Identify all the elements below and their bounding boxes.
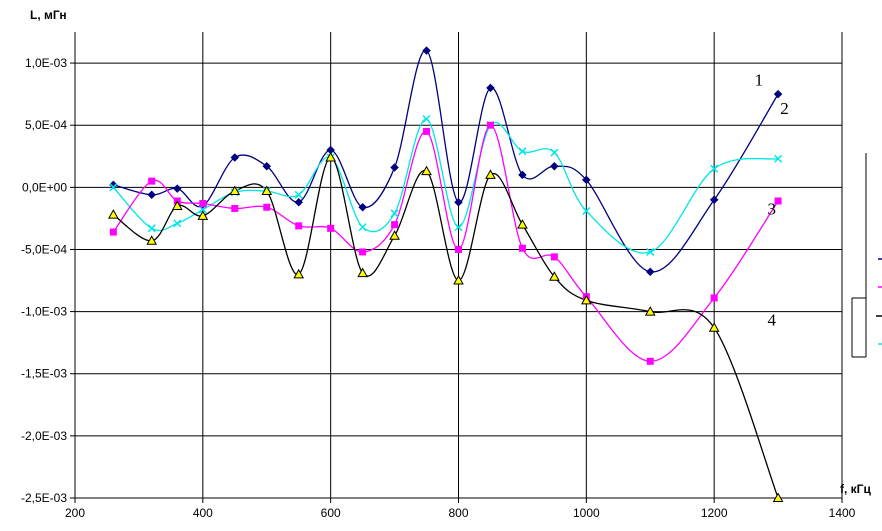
series-4-point [644, 306, 656, 316]
series-1-point [709, 195, 719, 205]
series-4-point [485, 169, 496, 179]
series-2-point [198, 205, 207, 214]
series-1-point [486, 83, 495, 93]
series-1-point [773, 89, 783, 99]
series-2-point [774, 154, 783, 163]
x-tick-label: 400 [193, 506, 213, 520]
curve-label-4: 4 [767, 310, 776, 329]
series-4-point [708, 322, 720, 332]
series-4-point [772, 492, 784, 502]
series-4-point [389, 230, 400, 240]
series-4-point [293, 268, 305, 279]
series-1-point [422, 46, 431, 55]
series-3-point [550, 253, 558, 261]
series-2-point [422, 114, 431, 124]
x-tick-labels: 200 400 600 800 1000 1200 1400 [65, 506, 856, 520]
series-4-point [229, 185, 241, 196]
series-2-point [147, 224, 156, 233]
y-tick-label: -5,0E-04 [21, 242, 67, 256]
series-4-point [549, 271, 560, 281]
series-1-point [147, 190, 157, 200]
series-2-point [173, 219, 182, 228]
series-2-point [358, 223, 367, 232]
series-2-point [390, 209, 399, 218]
curve-label-3: 3 [767, 200, 776, 219]
series-3-point [518, 244, 526, 252]
x-tick-label: 1200 [701, 506, 728, 520]
series-4-point [580, 294, 592, 305]
series-4-point [325, 151, 337, 162]
series-3-point [327, 224, 335, 232]
series-4-point [453, 275, 464, 285]
series-3-point [359, 248, 367, 256]
y-tick-label: -2,0E-03 [21, 429, 67, 443]
y-tick-label: 1,0E-03 [25, 56, 67, 70]
series-3-point [774, 197, 782, 205]
series-3-point [295, 222, 303, 230]
series-2-point [518, 147, 527, 156]
y-tick-label: 5,0E-04 [25, 118, 67, 132]
y-tick-label: 0,0E+00 [22, 180, 67, 194]
series-2-point [550, 148, 559, 157]
series-4-point [107, 209, 119, 219]
series-2-point [582, 206, 591, 215]
y-tick-label: -1,0E-03 [21, 305, 67, 319]
series-2-point [646, 247, 655, 256]
markers-group [107, 46, 784, 502]
series-3-point [710, 294, 718, 302]
x-tick-label: 1000 [573, 506, 600, 520]
x-axis-label: f, кГц [840, 482, 871, 496]
series-4-point [197, 210, 209, 220]
curve-labels: 12 3 4 [755, 70, 789, 329]
series-1-point [550, 161, 559, 171]
series-3-point [148, 177, 156, 185]
legend-fragment [851, 153, 882, 358]
y-axis-label: L, мГн [30, 8, 67, 22]
x-tick-label: 1400 [829, 506, 856, 520]
series-4-point [171, 200, 183, 210]
x-tick-label: 800 [448, 506, 468, 520]
series-1-point [172, 184, 182, 193]
curve-label-2: 2 [780, 99, 789, 118]
series-1-point [262, 161, 272, 171]
series-1-point [581, 175, 591, 185]
curve-label-1: 1 [755, 70, 764, 89]
series-3-point [423, 127, 431, 135]
y-tick-label: -2,5E-03 [21, 491, 67, 505]
series-2-point [109, 183, 118, 192]
series-1-point [230, 153, 240, 162]
series-1-point [390, 163, 399, 172]
series-4-line [112, 156, 779, 499]
series-4-point [261, 185, 273, 196]
series-4-point [421, 165, 432, 176]
series-3-point [263, 203, 271, 211]
series-1-point [108, 180, 118, 190]
series-3-point [199, 199, 207, 207]
series-3-point [455, 245, 462, 253]
series-1-point [645, 267, 655, 277]
series-4-point [517, 219, 528, 229]
series-3-point [486, 121, 494, 129]
axes [70, 32, 843, 503]
series-1-point [358, 202, 367, 212]
series-3-point [231, 204, 239, 212]
series-4-point [146, 235, 158, 245]
series-2-point [710, 164, 719, 173]
series-1-point [518, 170, 527, 180]
series-3-point [646, 357, 654, 365]
series-2-point [454, 223, 463, 232]
y-tick-labels: 1,0E-03 5,0E-04 0,0E+00 -5,0E-04 -1,0E-03 -1,… [21, 56, 67, 505]
y-tick-label: -1,5E-03 [21, 367, 67, 381]
series-3-point [109, 228, 117, 236]
series-4-point [357, 267, 368, 278]
x-tick-label: 200 [65, 506, 85, 520]
series-1-point [294, 197, 304, 207]
series-3-point [391, 221, 399, 229]
series-1-point [454, 197, 463, 207]
series-2-point [294, 190, 303, 199]
x-tick-label: 600 [321, 506, 341, 520]
